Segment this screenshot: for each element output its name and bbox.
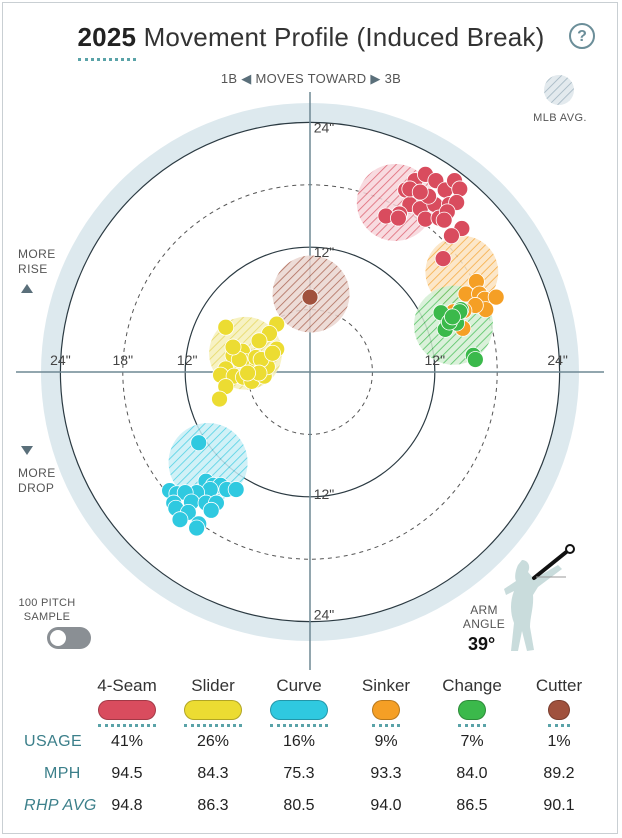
- direction-caption: 1B ◀ MOVES TOWARD ▶ 3B: [220, 71, 402, 86]
- point-slider[interactable]: [239, 364, 257, 382]
- 4seam-mph: 94.5: [111, 765, 143, 782]
- point-4seam[interactable]: [389, 209, 407, 227]
- legend-4seam-swatch[interactable]: [98, 700, 156, 720]
- legend-cutter-label: Cutter: [535, 676, 583, 695]
- point-curve[interactable]: [190, 434, 208, 452]
- point-curve[interactable]: [202, 501, 220, 519]
- point-change[interactable]: [466, 351, 484, 368]
- more-drop-label: MORE DROP: [18, 466, 56, 495]
- sinker-mph: 93.3: [370, 765, 402, 782]
- usage-row-label: USAGE: [24, 733, 83, 750]
- ring-labels-layer: 24" 18" 12" 12" 24" 24" 12" 12" 24": [50, 119, 568, 622]
- tick-left-12: 12": [177, 352, 198, 368]
- point-cutter[interactable]: [301, 288, 319, 306]
- legend-curve-underline: [270, 724, 328, 727]
- tick-left-24: 24": [50, 352, 71, 368]
- 4seam-usage: 41%: [110, 733, 144, 750]
- tick-bottom-24: 24": [314, 607, 335, 623]
- toggle-knob: [50, 630, 66, 646]
- more-rise-label: MORE RISE: [18, 247, 56, 276]
- title-text: Movement Profile (Induced Break): [143, 22, 545, 52]
- curve-mph: 75.3: [283, 765, 315, 782]
- title-year[interactable]: 2025: [77, 22, 137, 52]
- sinker-usage: 9%: [374, 733, 398, 750]
- legend-change-swatch[interactable]: [458, 700, 486, 720]
- curve-rhp-avg: 80.5: [283, 797, 315, 814]
- legend-cutter-underline: [548, 724, 570, 727]
- arrow-down-icon: [21, 446, 33, 455]
- tick-bottom-12: 12": [314, 486, 335, 502]
- legend-curve-swatch[interactable]: [270, 700, 328, 720]
- point-slider[interactable]: [211, 390, 228, 408]
- cutter-rhp-avg: 90.1: [543, 797, 575, 814]
- curve-usage: 16%: [282, 733, 316, 750]
- legend-sinker-label: Sinker: [361, 676, 411, 695]
- point-curve[interactable]: [188, 519, 206, 537]
- pitcher-silhouette-icon: [504, 544, 575, 651]
- cutter-usage: 1%: [547, 733, 571, 750]
- tick-left-18: 18": [113, 352, 134, 368]
- change-usage: 7%: [460, 733, 484, 750]
- sample-label: 100 PITCH SAMPLE: [18, 597, 76, 623]
- point-4seam[interactable]: [443, 227, 460, 245]
- slider-rhp-avg: 86.3: [197, 797, 229, 814]
- point-slider[interactable]: [217, 318, 235, 336]
- legend-slider-swatch[interactable]: [184, 700, 242, 720]
- rhp-avg-row-label: RHP AVG: [24, 797, 97, 814]
- point-slider[interactable]: [224, 338, 242, 356]
- direction-left: 1B: [220, 71, 238, 86]
- cutter-mph: 89.2: [543, 765, 575, 782]
- point-4seam[interactable]: [435, 211, 453, 229]
- legend-curve-label: Curve: [276, 676, 322, 695]
- legend-sinker-swatch[interactable]: [372, 700, 400, 720]
- pitch-points-layer: [161, 165, 505, 537]
- slider-usage: 26%: [196, 733, 230, 750]
- point-slider[interactable]: [250, 332, 268, 350]
- point-slider[interactable]: [264, 344, 281, 362]
- mlb-avg-label: MLB AVG.: [533, 112, 587, 124]
- mph-row-label: MPH: [44, 765, 81, 782]
- tick-right-24: 24": [547, 352, 568, 368]
- change-rhp-avg: 86.5: [456, 797, 488, 814]
- 4seam-rhp-avg: 94.8: [111, 797, 143, 814]
- point-4seam[interactable]: [434, 250, 452, 268]
- legend-4seam-label: 4-Seam: [97, 676, 157, 695]
- legend-slider-underline: [184, 724, 242, 727]
- tick-right-12: 12": [425, 352, 446, 368]
- tick-top-12: 12": [314, 244, 335, 260]
- tick-top-24: 24": [314, 119, 335, 135]
- point-4seam[interactable]: [411, 183, 429, 201]
- legend-change-underline: [458, 724, 486, 727]
- legend-change-label: Change: [442, 676, 502, 695]
- direction-right: 3B: [384, 71, 402, 86]
- legend-cutter-swatch[interactable]: [548, 700, 570, 720]
- point-change[interactable]: [444, 308, 461, 326]
- point-sinker[interactable]: [487, 288, 505, 306]
- arm-angle-label: ARM ANGLE: [462, 603, 506, 631]
- slider-mph: 84.3: [197, 765, 229, 782]
- direction-middle: MOVES TOWARD: [255, 71, 367, 86]
- legend-sinker-underline: [372, 724, 400, 727]
- mlb-avg-legend-swatch: [544, 75, 574, 105]
- point-curve[interactable]: [171, 511, 189, 529]
- arrow-up-icon: [21, 284, 33, 293]
- legend-4seam-underline: [98, 724, 156, 727]
- chart-title: 2025 Movement Profile (Induced Break): [0, 22, 622, 53]
- legend-slider-label: Slider: [191, 676, 235, 695]
- point-curve[interactable]: [227, 481, 245, 498]
- movement-plot: 24" 18" 12" 12" 24" 24" 12" 12" 24": [16, 75, 604, 670]
- question-circle-icon[interactable]: ?: [569, 23, 595, 49]
- arm-angle-value: 39°: [468, 634, 496, 654]
- sample-toggle[interactable]: [47, 627, 91, 649]
- change-mph: 84.0: [456, 765, 488, 782]
- sinker-rhp-avg: 94.0: [370, 797, 402, 814]
